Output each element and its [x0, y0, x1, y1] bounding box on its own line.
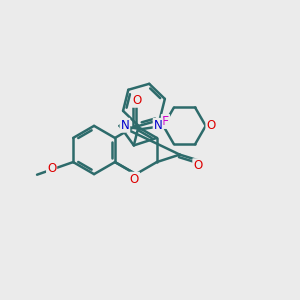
Text: N: N	[154, 119, 162, 132]
Text: O: O	[206, 119, 216, 132]
Text: O: O	[130, 172, 139, 186]
Text: N: N	[121, 119, 129, 132]
Text: O: O	[47, 162, 56, 175]
Text: O: O	[193, 159, 203, 172]
Text: O: O	[132, 94, 142, 107]
Text: F: F	[162, 115, 169, 128]
